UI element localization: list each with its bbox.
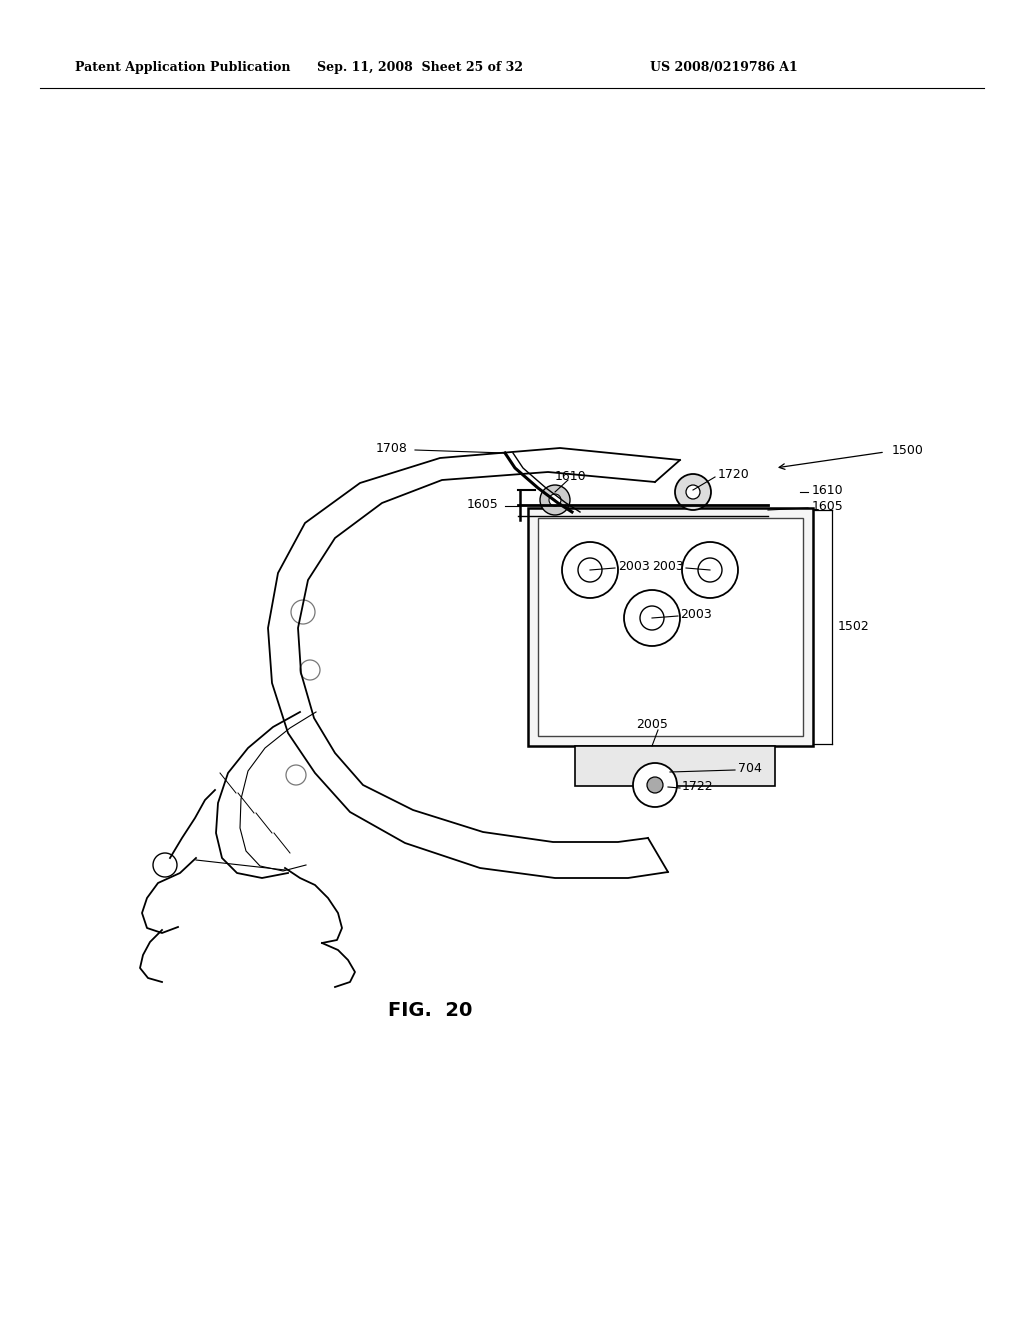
Circle shape [286, 766, 306, 785]
Circle shape [578, 558, 602, 582]
Text: 1502: 1502 [838, 620, 869, 634]
Circle shape [291, 601, 315, 624]
Text: 2005: 2005 [636, 718, 668, 730]
Bar [538, 517, 803, 737]
Text: 2003: 2003 [652, 561, 684, 573]
Circle shape [647, 777, 663, 793]
Text: 1720: 1720 [718, 469, 750, 482]
Text: 2003: 2003 [680, 609, 712, 622]
Text: 1708: 1708 [376, 441, 408, 454]
Circle shape [300, 660, 319, 680]
Circle shape [549, 494, 561, 506]
Circle shape [540, 484, 570, 515]
Circle shape [562, 543, 618, 598]
Circle shape [633, 763, 677, 807]
Text: 1605: 1605 [466, 499, 498, 511]
Circle shape [640, 606, 664, 630]
Text: 1610: 1610 [812, 484, 844, 498]
Circle shape [686, 484, 700, 499]
Text: Sep. 11, 2008  Sheet 25 of 32: Sep. 11, 2008 Sheet 25 of 32 [317, 62, 523, 74]
Circle shape [682, 543, 738, 598]
Text: US 2008/0219786 A1: US 2008/0219786 A1 [650, 62, 798, 74]
Text: 1605: 1605 [812, 500, 844, 513]
Circle shape [624, 590, 680, 645]
Text: FIG.  20: FIG. 20 [388, 1001, 472, 1019]
Text: 1610: 1610 [555, 470, 587, 483]
Bar [575, 746, 775, 785]
Text: 704: 704 [738, 763, 762, 776]
Circle shape [698, 558, 722, 582]
Bar [528, 508, 813, 746]
Circle shape [153, 853, 177, 876]
Text: Patent Application Publication: Patent Application Publication [75, 62, 291, 74]
Text: 1722: 1722 [682, 780, 714, 793]
Circle shape [675, 474, 711, 510]
Text: 1500: 1500 [892, 444, 924, 457]
Text: 2003: 2003 [618, 561, 650, 573]
